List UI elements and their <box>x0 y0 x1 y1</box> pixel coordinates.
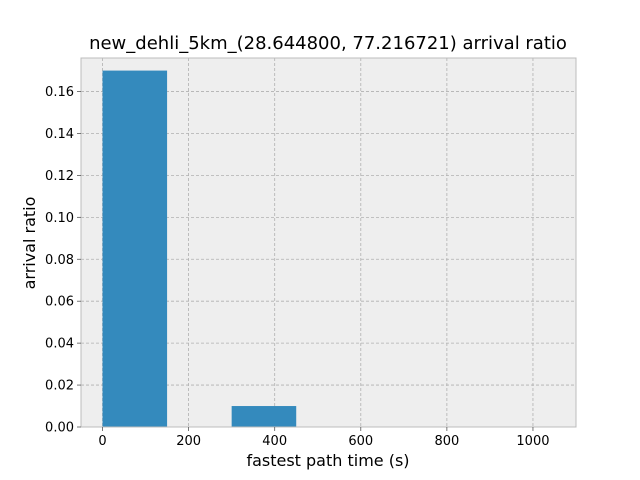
x-tick-label: 400 <box>262 434 287 449</box>
x-tick-label: 0 <box>98 434 106 449</box>
x-tick-label: 600 <box>348 434 373 449</box>
y-tick-label: 0.04 <box>45 337 74 352</box>
y-tick-label: 0.10 <box>45 211 74 226</box>
bar <box>102 70 168 428</box>
chart-title: new_dehli_5km_(28.644800, 77.216721) arr… <box>89 33 567 54</box>
bar <box>231 406 297 427</box>
y-tick-label: 0.00 <box>45 421 74 436</box>
x-axis-label: fastest path time (s) <box>246 451 409 470</box>
y-tick-label: 0.06 <box>45 295 74 310</box>
x-tick-label: 200 <box>176 434 201 449</box>
y-tick-label: 0.08 <box>45 253 74 268</box>
y-tick-label: 0.14 <box>45 127 74 142</box>
bars <box>102 70 297 428</box>
x-tick-label: 1000 <box>516 434 549 449</box>
y-tick-label: 0.02 <box>45 379 74 394</box>
plot-frame <box>80 57 577 428</box>
y-axis-ticks: 0.00 0.02 0.04 0.06 0.08 0.10 0.12 0.14 0.16 <box>45 85 81 436</box>
y-axis-label: arrival ratio <box>20 197 39 290</box>
x-axis-ticks: 0 200 400 600 800 1000 <box>98 427 550 449</box>
x-tick-label: 800 <box>434 434 459 449</box>
y-tick-label: 0.12 <box>45 169 74 184</box>
y-tick-label: 0.16 <box>45 85 74 100</box>
